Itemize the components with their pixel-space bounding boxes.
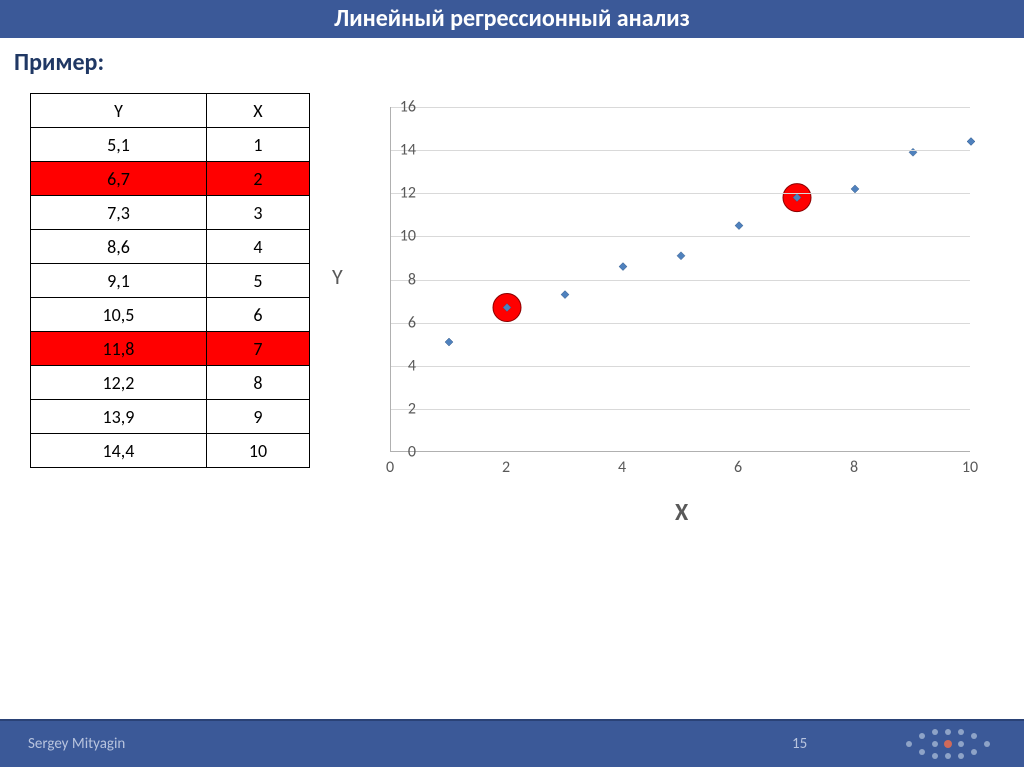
subtitle: Пример: [0,38,1024,81]
data-marker [619,263,627,271]
slide-title-bar: Линейный регрессионный анализ [0,0,1024,38]
cell-y: 14,4 [31,434,207,468]
cell-x: 7 [206,332,309,366]
data-marker [677,252,685,260]
cell-x: 1 [206,128,309,162]
content-area: Y X 5,116,727,338,649,1510,5611,8712,281… [0,81,1024,468]
footer-bar: Sergey Mityagin 15 [0,719,1024,767]
col-header-y: Y [31,94,207,128]
data-table: Y X 5,116,727,338,649,1510,5611,8712,281… [30,93,310,468]
gridline [391,107,970,108]
table-row: 14,410 [31,434,310,468]
table-row: 7,33 [31,196,310,230]
dots-logo-icon [894,724,1004,764]
y-tick-label: 2 [386,399,416,418]
y-tick-label: 10 [386,227,416,246]
cell-x: 4 [206,230,309,264]
y-tick-label: 16 [386,98,416,117]
table-row: 5,11 [31,128,310,162]
x-axis-label: X [675,498,688,527]
gridline [391,193,970,194]
table-row: 10,56 [31,298,310,332]
cell-x: 3 [206,196,309,230]
footer-author: Sergey Mityagin [28,735,125,753]
y-tick-label: 14 [386,141,416,160]
cell-x: 2 [206,162,309,196]
table-row: 9,15 [31,264,310,298]
gridline [391,366,970,367]
cell-y: 11,8 [31,332,207,366]
gridline [391,409,970,410]
data-marker [561,291,569,299]
y-tick-label: 6 [386,313,416,332]
x-tick-label: 6 [723,458,753,477]
cell-y: 7,3 [31,196,207,230]
data-marker [445,338,453,346]
cell-x: 10 [206,434,309,468]
y-tick-label: 8 [386,270,416,289]
page-number: 15 [792,735,807,753]
x-tick-label: 10 [955,458,985,477]
cell-x: 5 [206,264,309,298]
cell-x: 9 [206,400,309,434]
slide-title: Линейный регрессионный анализ [334,4,690,33]
col-header-x: X [206,94,309,128]
gridline [391,323,970,324]
cell-y: 6,7 [31,162,207,196]
cell-y: 12,2 [31,366,207,400]
cell-y: 9,1 [31,264,207,298]
data-marker [967,138,975,146]
cell-y: 13,9 [31,400,207,434]
gridline [391,236,970,237]
data-marker [735,222,743,230]
gridline [391,280,970,281]
table-row: 8,64 [31,230,310,264]
cell-y: 10,5 [31,298,207,332]
y-tick-label: 12 [386,184,416,203]
table-row: 13,99 [31,400,310,434]
cell-x: 6 [206,298,309,332]
cell-x: 8 [206,366,309,400]
table-row: 11,87 [31,332,310,366]
table-header-row: Y X [31,94,310,128]
scatter-chart: Y X 0246810121416 0246810 [340,93,1004,468]
y-axis-label: Y [332,263,343,290]
table-row: 12,28 [31,366,310,400]
cell-y: 5,1 [31,128,207,162]
x-tick-label: 2 [491,458,521,477]
data-marker [851,185,859,193]
x-tick-label: 4 [607,458,637,477]
plot-area [390,107,970,452]
cell-y: 8,6 [31,230,207,264]
x-tick-label: 8 [839,458,869,477]
gridline [391,150,970,151]
y-tick-label: 4 [386,356,416,375]
table-row: 6,72 [31,162,310,196]
x-tick-label: 0 [375,458,405,477]
